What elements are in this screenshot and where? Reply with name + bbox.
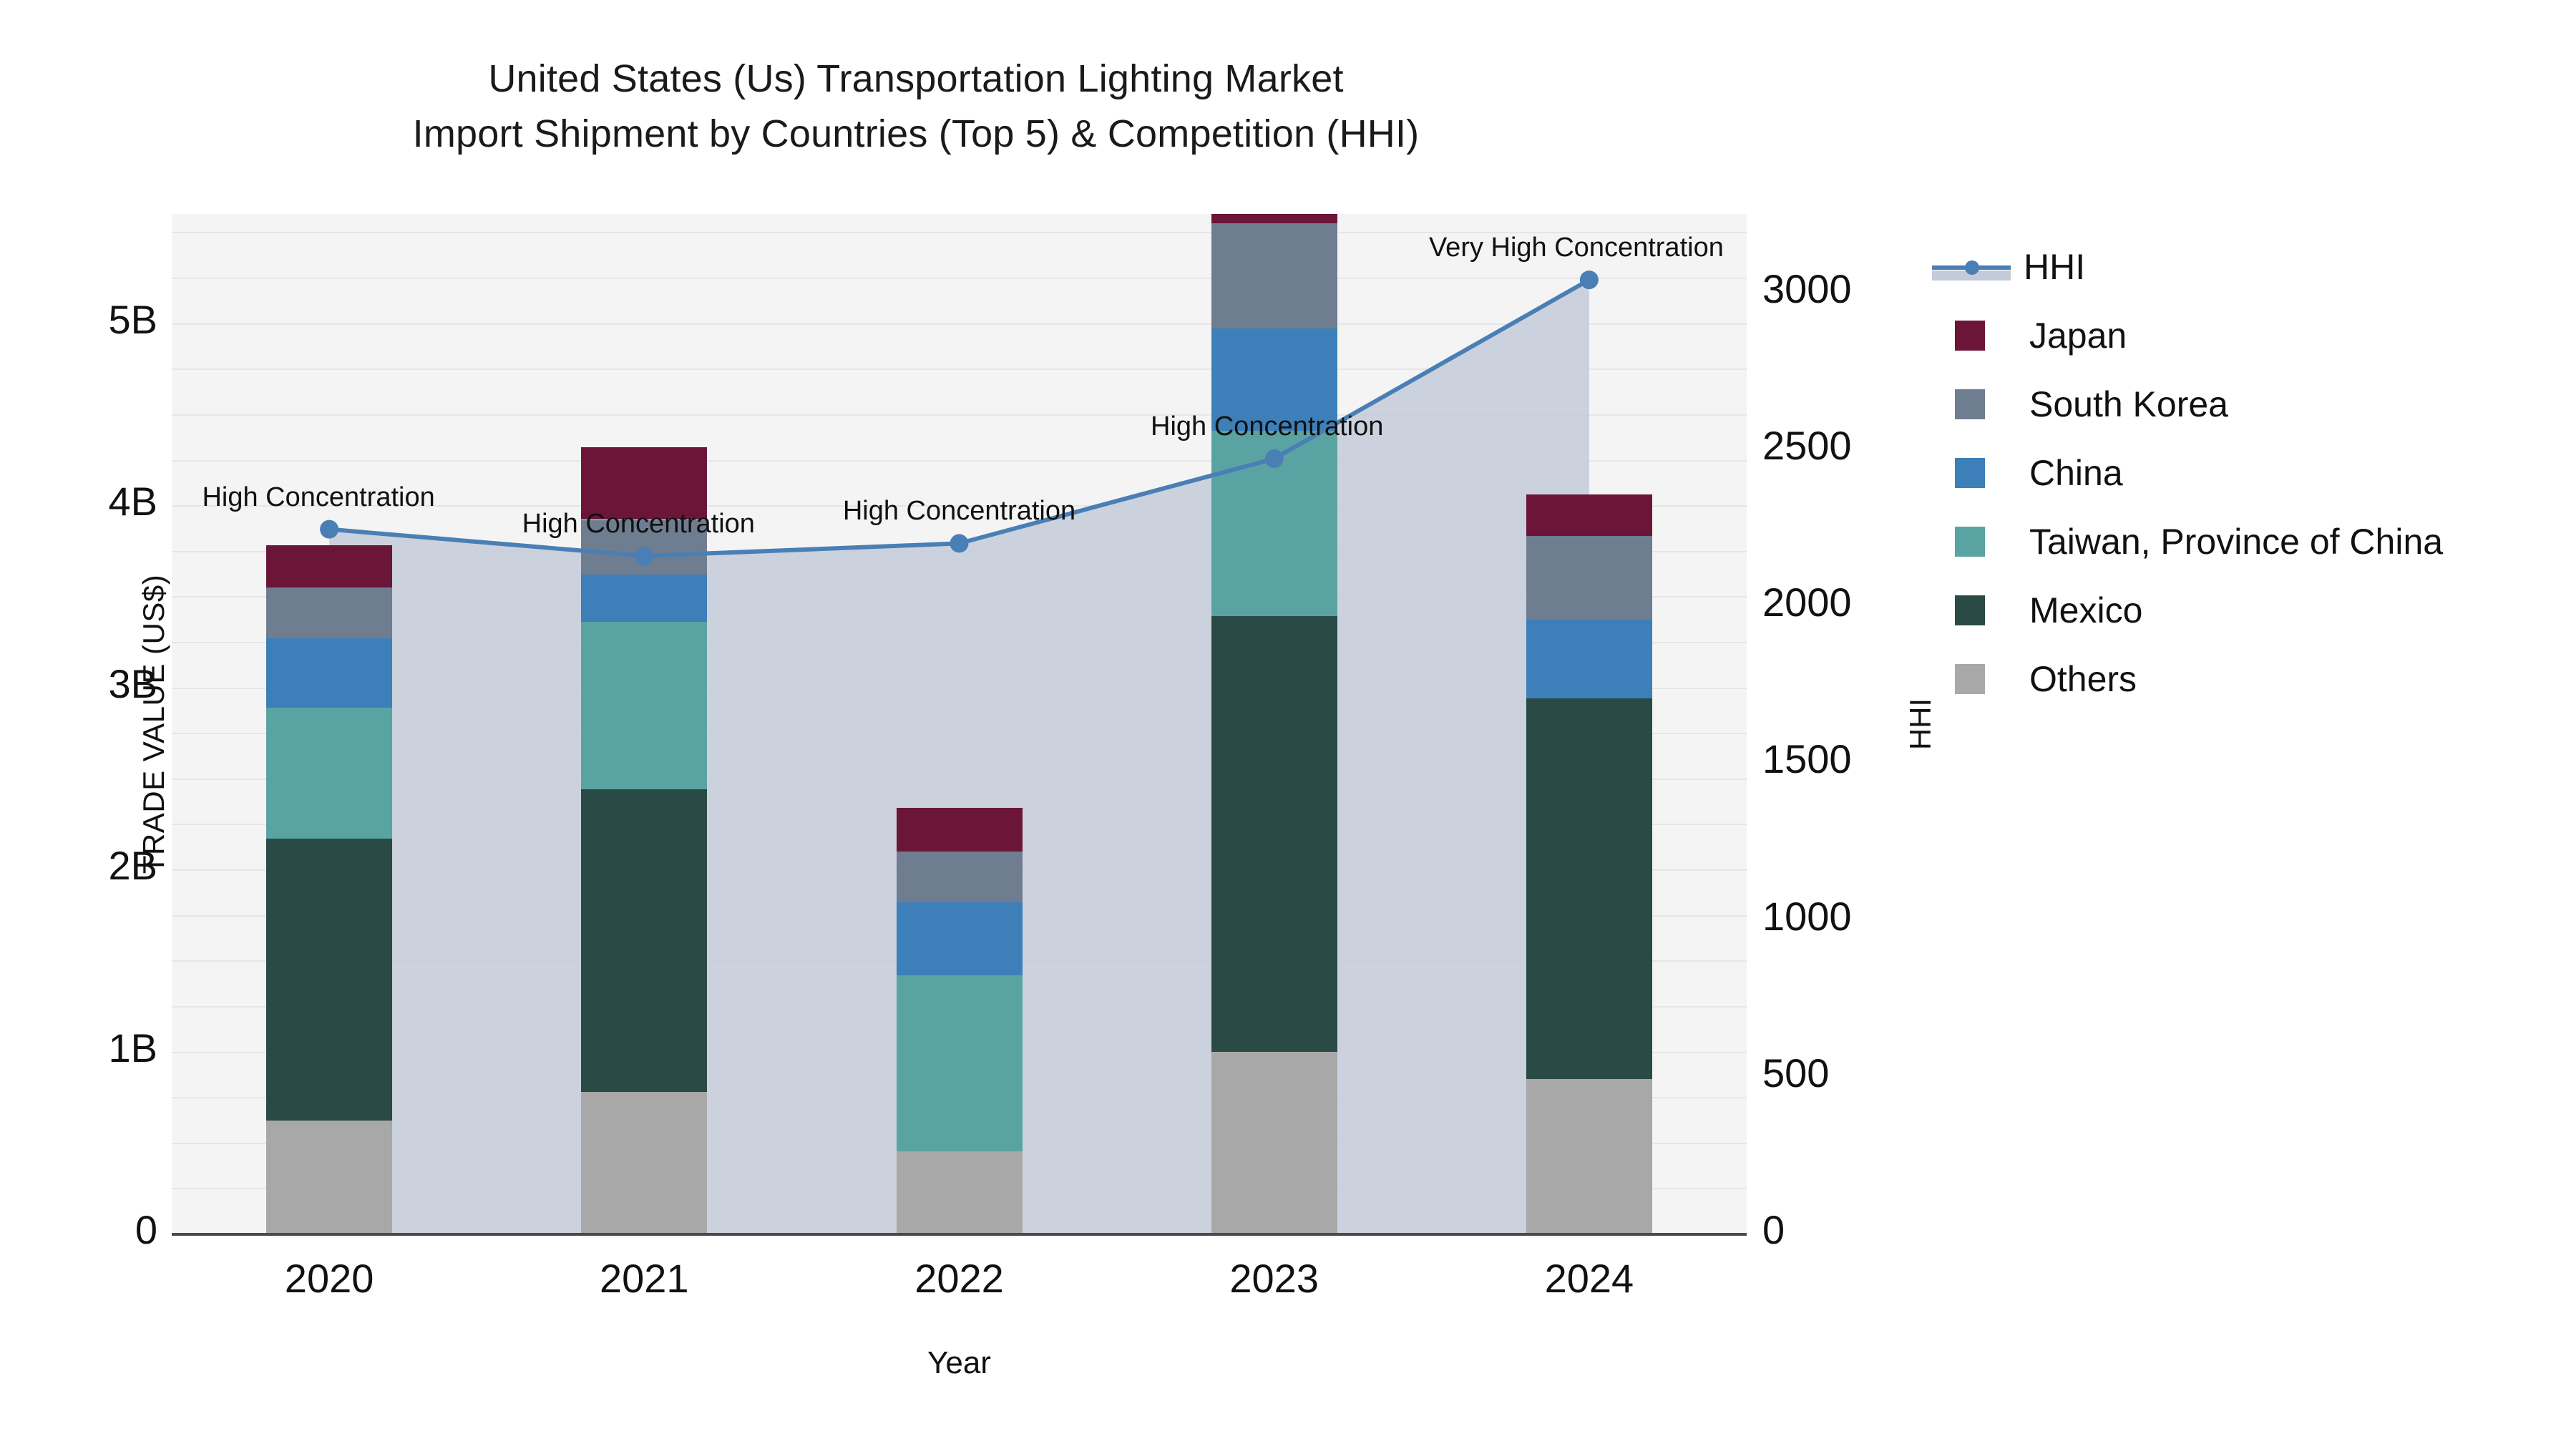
legend-item-south-korea[interactable]: South Korea [1932,370,2443,439]
legend-item-label: China [2029,453,2123,493]
annotation-2021: High Concentration [522,508,755,539]
bar-segment-2023-others[interactable] [1211,1051,1337,1234]
chart-title-line-1: United States (Us) Transportation Lighti… [488,57,1344,100]
bar-2024[interactable] [1526,214,1652,1234]
bar-segment-2022-china[interactable] [896,902,1023,975]
legend-item-label: Others [2029,659,2137,699]
legend-swatch-icon [1955,664,1985,694]
y-axis-right-tick: 2000 [1762,580,1852,625]
bar-segment-2021-china[interactable] [581,574,708,622]
x-axis-label: Year [927,1345,991,1380]
bar-segment-2020-china[interactable] [266,638,393,708]
legend-item-hhi[interactable]: HHI [1932,233,2443,301]
legend-swatch-icon [1955,595,1985,625]
legend-item-label: South Korea [2029,384,2228,424]
plot-inner [172,214,1747,1234]
legend-item-taiwan-province-of-china[interactable]: Taiwan, Province of China [1932,507,2443,576]
y-axis-right-tick: 500 [1762,1050,1830,1096]
legend-swatch-icon [1955,458,1985,488]
bar-segment-2022-south-korea[interactable] [896,851,1023,902]
bar-segment-2023-japan[interactable] [1211,214,1337,223]
legend-item-label: Taiwan, Province of China [2029,522,2444,562]
bar-segment-2020-south-korea[interactable] [266,587,393,638]
x-axis-tick-2023: 2023 [1229,1256,1319,1301]
bar-2022[interactable] [896,214,1023,1234]
y-axis-right-tick: 3000 [1762,265,1852,311]
y-axis-right-tick: 1000 [1762,893,1852,939]
legend: HHI Japan South Korea China Taiwan, Province… [1932,233,2443,713]
chart-title: United States (Us) Transportation Lighti… [0,52,1832,161]
legend-item-label: Japan [2029,316,2127,356]
bar-segment-2021-taiwan-province-of-china[interactable] [581,622,708,790]
x-axis-tick-2020: 2020 [284,1256,374,1301]
bar-segment-2022-japan[interactable] [896,807,1023,852]
legend-item-china[interactable]: China [1932,439,2443,507]
legend-area-band [1932,270,2011,280]
bar-segment-2020-taiwan-province-of-china[interactable] [266,707,393,839]
legend-line-icon [1932,252,2011,282]
y-axis-left-tick: 5B [108,296,158,342]
bar-segment-2021-mexico[interactable] [581,789,708,1092]
bar-segment-2021-others[interactable] [581,1091,708,1234]
bar-segment-2020-japan[interactable] [266,545,393,587]
bar-segment-2020-mexico[interactable] [266,838,393,1121]
bar-segment-2024-south-korea[interactable] [1526,536,1652,620]
annotation-2022: High Concentration [842,496,1076,527]
bar-segment-2020-others[interactable] [266,1121,393,1234]
annotation-2023: High Concentration [1151,411,1384,441]
y-axis-left-tick: 0 [135,1207,157,1252]
x-axis-tick-2022: 2022 [914,1256,1004,1301]
legend-item-label: Mexico [2029,590,2143,630]
bar-segment-2023-mexico[interactable] [1211,616,1337,1052]
legend-swatch-icon [1955,527,1985,557]
legend-item-japan[interactable]: Japan [1932,301,2443,370]
x-axis-tick-2021: 2021 [600,1256,689,1301]
x-axis-tick-2024: 2024 [1544,1256,1634,1301]
legend-item-others[interactable]: Others [1932,645,2443,713]
y-axis-left-tick: 1B [108,1025,158,1070]
chart-title-line-2: Import Shipment by Countries (Top 5) & C… [412,112,1420,155]
y-axis-right-tick: 2500 [1762,422,1852,468]
gridline [172,232,1747,234]
bar-2021[interactable] [581,214,708,1234]
y-axis-left-label-wrap: TRADE VALUE (US$) [13,214,170,1234]
annotation-2024: Very High Concentration [1428,233,1724,263]
y-axis-left-tick: 3B [108,660,158,706]
bar-segment-2024-others[interactable] [1526,1078,1652,1234]
legend-swatch-icon [1955,321,1985,351]
bar-segment-2024-mexico[interactable] [1526,698,1652,1079]
bar-segment-2022-others[interactable] [896,1151,1023,1234]
bar-segment-2024-japan[interactable] [1526,494,1652,537]
bar-2023[interactable] [1211,214,1337,1234]
legend-item-label: HHI [2024,247,2086,287]
legend-swatch-icon [1955,389,1985,419]
y-axis-left-label: TRADE VALUE (US$) [137,574,171,874]
y-axis-left-tick: 4B [108,479,158,525]
annotation-2020: High Concentration [202,482,435,512]
y-axis-right-tick: 1500 [1762,736,1852,782]
x-axis-line [172,1233,1747,1236]
bar-2020[interactable] [266,214,393,1234]
bar-segment-2024-china[interactable] [1526,620,1652,698]
bar-segment-2022-taiwan-province-of-china[interactable] [896,975,1023,1152]
y-axis-left-tick: 2B [108,843,158,889]
plot-area [172,214,1747,1234]
y-axis-right-tick: 0 [1762,1207,1785,1252]
legend-line-marker [1965,260,1979,275]
legend-item-mexico[interactable]: Mexico [1932,576,2443,645]
